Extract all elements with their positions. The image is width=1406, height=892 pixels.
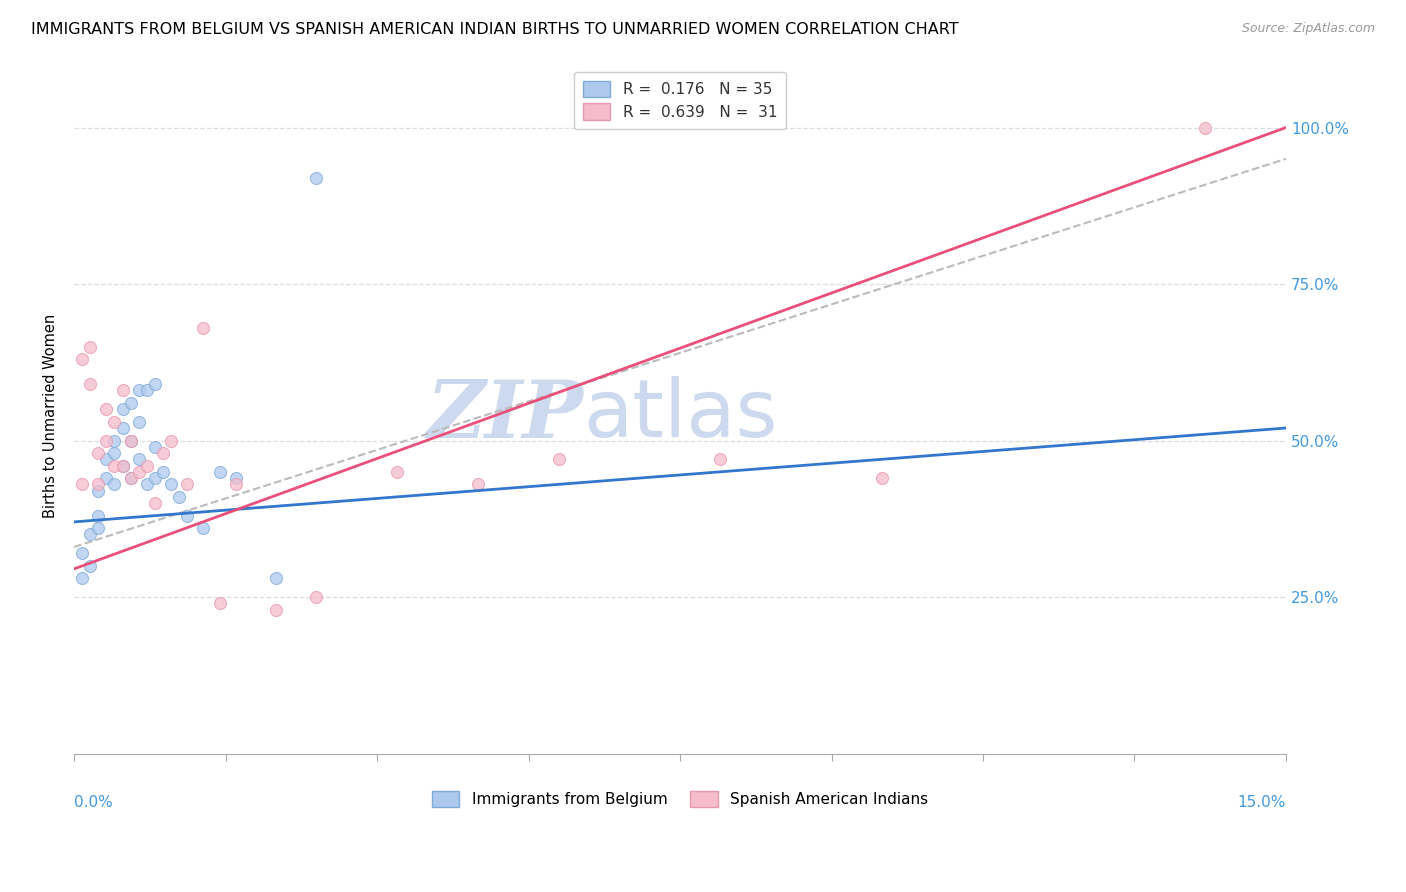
Point (193, 321, 215, 335)
Point (143, 440, 166, 454)
Text: Source: ZipAtlas.com: Source: ZipAtlas.com (1241, 22, 1375, 36)
Point (96, 471, 118, 485)
Point (143, 377, 166, 392)
Point (143, 496, 166, 510)
Point (79, 558, 101, 573)
Point (176, 477, 198, 491)
Point (264, 602, 287, 616)
Point (87, 477, 110, 491)
Text: atlas: atlas (583, 376, 778, 455)
Point (96, 434, 118, 448)
Point (709, 452, 731, 467)
Text: 15.0%: 15.0% (1237, 795, 1286, 810)
Point (120, 471, 142, 485)
Point (96, 402, 118, 417)
Point (870, 471, 893, 485)
Point (120, 396, 142, 410)
Point (208, 596, 231, 610)
Point (143, 471, 166, 485)
Point (103, 434, 125, 448)
Point (128, 465, 150, 479)
Point (128, 384, 150, 398)
Text: IMMIGRANTS FROM BELGIUM VS SPANISH AMERICAN INDIAN BIRTHS TO UNMARRIED WOMEN COR: IMMIGRANTS FROM BELGIUM VS SPANISH AMERI… (31, 22, 959, 37)
Point (135, 384, 157, 398)
Point (87, 508, 110, 523)
Point (103, 458, 125, 473)
Point (128, 415, 150, 429)
Point (193, 521, 215, 535)
Point (152, 465, 174, 479)
Point (70, 477, 93, 491)
Point (103, 415, 125, 429)
Text: ZIP: ZIP (426, 376, 583, 454)
Point (467, 477, 489, 491)
Y-axis label: Births to Unmarried Women: Births to Unmarried Women (44, 313, 58, 517)
Point (160, 434, 183, 448)
Point (79, 527, 101, 541)
Point (387, 465, 409, 479)
Point (96, 452, 118, 467)
Point (264, 571, 287, 585)
Text: 0.0%: 0.0% (75, 795, 112, 810)
Point (87, 446, 110, 460)
Point (111, 384, 134, 398)
Point (111, 458, 134, 473)
Point (152, 446, 174, 460)
Point (305, 170, 328, 185)
Point (79, 377, 101, 392)
Point (128, 452, 150, 467)
Point (103, 477, 125, 491)
Point (120, 434, 142, 448)
Point (1194, 120, 1216, 135)
Point (111, 458, 134, 473)
Point (160, 477, 183, 491)
Point (305, 590, 328, 604)
Point (70, 352, 93, 367)
Point (176, 508, 198, 523)
Point (208, 465, 231, 479)
Point (79, 340, 101, 354)
Point (87, 483, 110, 498)
Point (87, 521, 110, 535)
Point (167, 490, 190, 504)
Point (225, 471, 247, 485)
Point (103, 446, 125, 460)
Point (120, 471, 142, 485)
Point (135, 458, 157, 473)
Point (70, 571, 93, 585)
Point (135, 477, 157, 491)
Point (70, 546, 93, 560)
Point (111, 421, 134, 435)
Point (547, 452, 569, 467)
Legend: Immigrants from Belgium, Spanish American Indians: Immigrants from Belgium, Spanish America… (426, 785, 934, 814)
Point (120, 434, 142, 448)
Point (111, 402, 134, 417)
Point (225, 477, 247, 491)
